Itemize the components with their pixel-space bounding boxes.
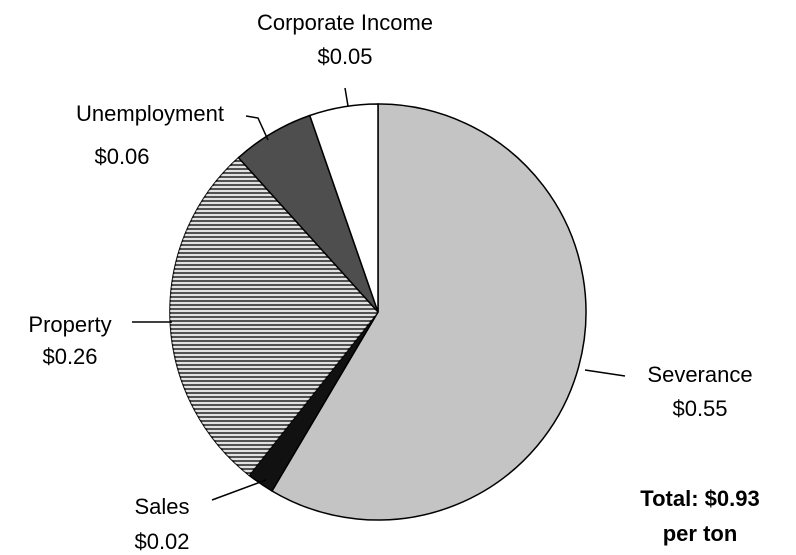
total-unit: per ton	[663, 521, 738, 546]
leader-line	[584, 369, 626, 377]
slice-value-label: $0.26	[42, 344, 97, 369]
slice-value-label: $0.05	[317, 44, 372, 69]
slice-value-label: $0.55	[672, 396, 727, 421]
slice-hatch	[169, 157, 378, 476]
leader-line	[245, 115, 269, 141]
slice-value-label: $0.02	[134, 529, 189, 554]
pie-slice	[308, 103, 379, 313]
total-label: Total: $0.93	[640, 486, 759, 511]
leader-line	[344, 87, 349, 107]
slice-label: Unemployment	[76, 101, 224, 126]
pie-slice	[270, 103, 587, 521]
slice-label: Sales	[134, 494, 189, 519]
leader-line	[211, 479, 267, 501]
slice-value-label: $0.06	[94, 144, 149, 169]
slice-label: Corporate Income	[257, 10, 433, 35]
slice-label: Property	[28, 312, 111, 337]
slice-label: Severance	[647, 362, 752, 387]
